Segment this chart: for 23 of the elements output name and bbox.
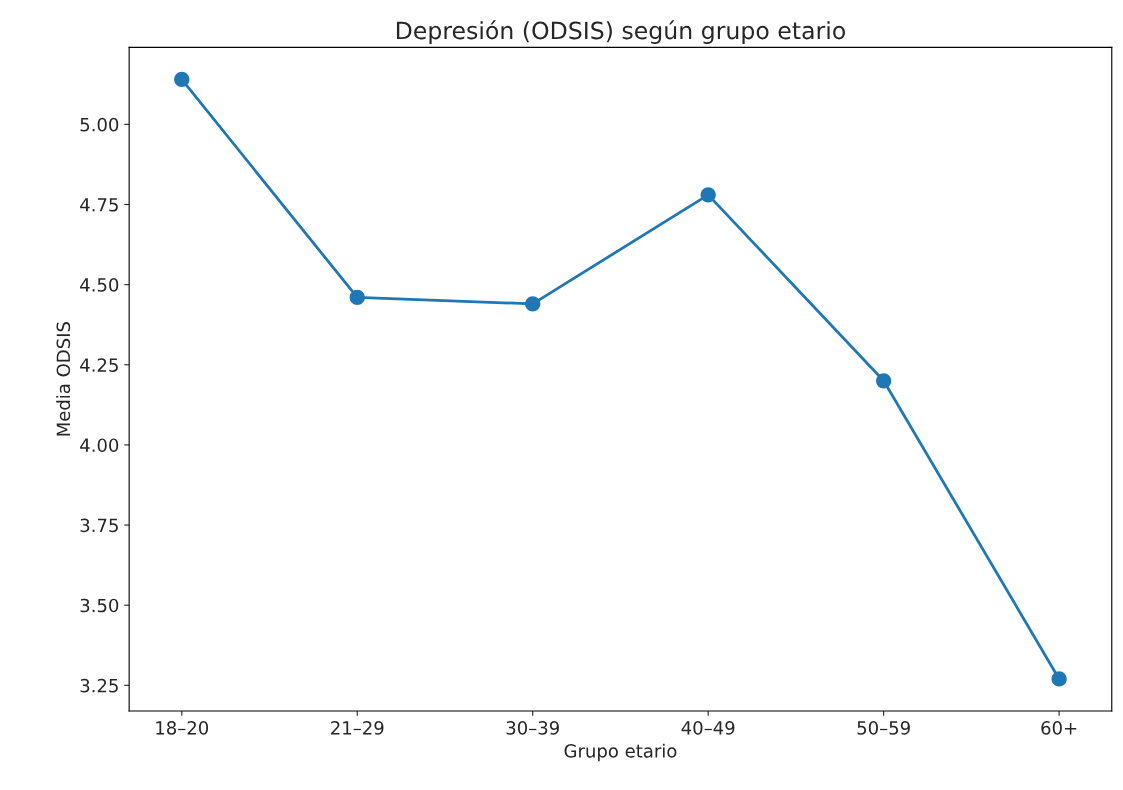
x-tick-label: 21–29 — [331, 721, 384, 735]
point — [876, 373, 892, 389]
y-tick-label: 4.25 — [80, 358, 118, 372]
y-tick-label: 4.00 — [80, 438, 119, 453]
y-tick-label: 4.75 — [80, 198, 118, 212]
point — [1051, 671, 1067, 687]
y-tick-label: 4.50 — [80, 278, 119, 292]
point — [525, 296, 541, 312]
point — [174, 71, 190, 88]
y-axis-title: Media ODSIS — [56, 322, 71, 436]
y-tick-label: 3.75 — [80, 518, 118, 533]
x-tick-label: 60+ — [1041, 721, 1077, 735]
point — [349, 289, 365, 306]
x-tick-label: 50–59 — [857, 721, 910, 735]
x-axis-title: Grupo etario — [564, 743, 677, 762]
x-tick-label: 40–49 — [681, 721, 735, 735]
x-tick-label: 18–20 — [156, 721, 209, 735]
y-tick-label: 5.00 — [80, 117, 119, 132]
x-tick-label: 30–39 — [506, 721, 559, 735]
point — [700, 187, 716, 203]
chart-title: Depresión (ODSIS) según grupo etario — [396, 20, 845, 44]
y-tick-label: 3.50 — [80, 598, 119, 613]
y-tick-label: 3.25 — [80, 678, 118, 693]
